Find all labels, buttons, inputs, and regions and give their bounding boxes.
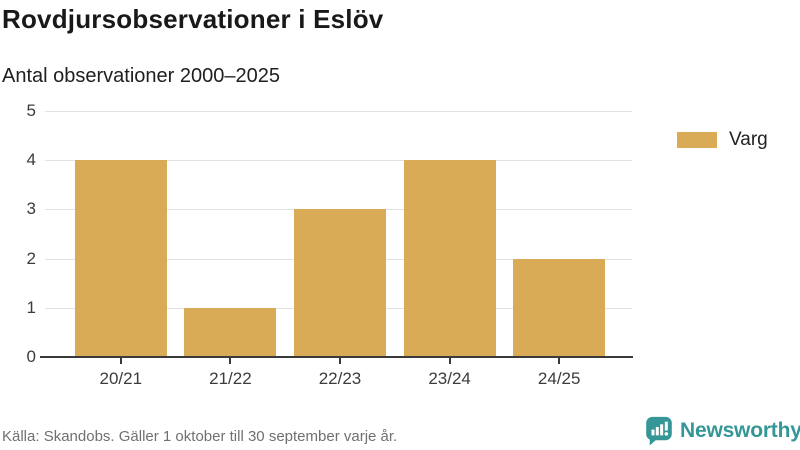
plot-area (45, 111, 632, 357)
y-tick-label: 5 (26, 101, 36, 120)
y-axis: 0 1 2 3 4 5 (0, 101, 36, 366)
bar-23-24[interactable] (403, 160, 496, 357)
newsworthy-bubble-icon (646, 416, 672, 446)
bar-24-25[interactable] (513, 258, 606, 357)
x-tick-mark (339, 358, 341, 364)
y-tick-label: 0 (26, 347, 36, 366)
chart-subtitle: Antal observationer 2000–2025 (2, 65, 280, 87)
newsworthy-logo[interactable]: Newsworthy (644, 415, 800, 446)
bar-20-21[interactable] (74, 160, 167, 357)
y-tick-label: 3 (26, 199, 36, 219)
y-tick-label: 4 (26, 150, 36, 170)
x-tick-mark (558, 358, 561, 364)
x-tick-label: 24/25 (537, 369, 581, 388)
x-tick-label: 22/23 (318, 369, 362, 388)
x-tick-mark (448, 358, 451, 364)
bar-21-22[interactable] (184, 307, 277, 357)
x-tick-mark (119, 358, 122, 364)
x-axis-line (40, 356, 633, 358)
legend-label-varg[interactable]: Varg (729, 129, 768, 150)
newsworthy-wordmark: Newsworthy (680, 418, 800, 442)
x-tick-label: 23/24 (428, 369, 471, 388)
y-tick-label: 2 (26, 248, 36, 268)
x-tick-label: 21/22 (209, 369, 252, 388)
chart-title: Rovdjursobservationer i Eslöv (2, 4, 384, 34)
x-tick-label: 20/21 (99, 369, 143, 388)
gridline (45, 111, 632, 112)
gridline (45, 160, 632, 162)
legend: Varg (677, 129, 768, 151)
bar-22-23[interactable] (294, 209, 386, 357)
x-tick-mark (229, 358, 232, 364)
y-tick-label: 1 (26, 297, 36, 317)
source-note: Källa: Skandobs. Gäller 1 oktober till 3… (2, 428, 398, 445)
legend-swatch-varg[interactable] (677, 132, 717, 148)
